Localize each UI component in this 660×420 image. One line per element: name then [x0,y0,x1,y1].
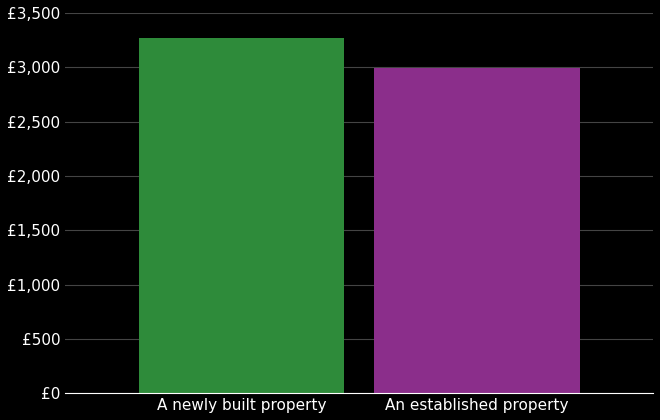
Bar [139,38,345,393]
Bar [374,68,579,393]
